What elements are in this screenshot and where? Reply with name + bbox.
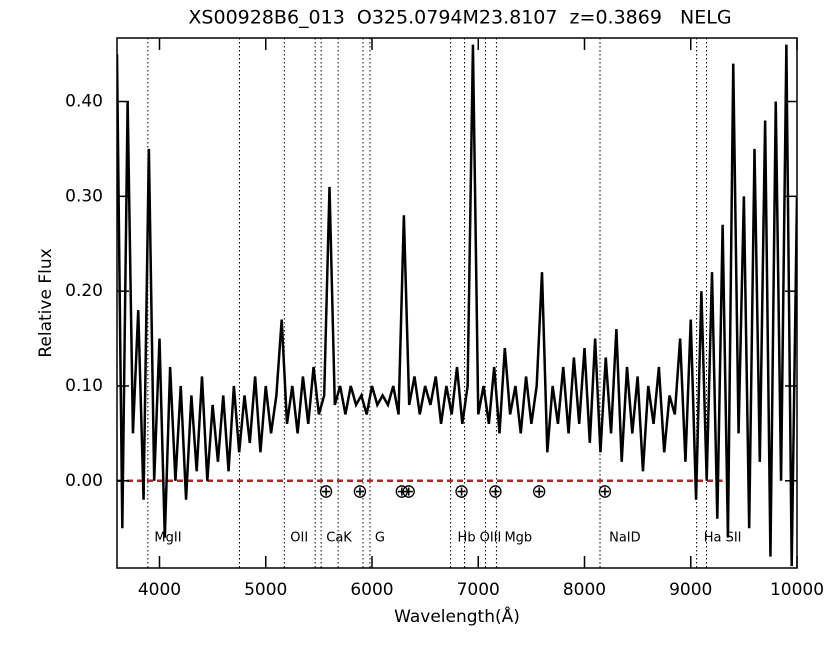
telluric-marker: ⊕ xyxy=(394,481,410,503)
line-label: G xyxy=(375,531,385,546)
y-tick-label: 0.10 xyxy=(65,376,103,396)
telluric-marker: ⊕ xyxy=(318,481,334,503)
y-tick-label: 0.00 xyxy=(65,471,103,491)
telluric-marker: ⊕ xyxy=(597,481,613,503)
plot-frame xyxy=(116,37,798,569)
telluric-marker: ⊕ xyxy=(488,481,504,503)
line-label: MgII xyxy=(154,531,181,546)
x-tick-label: 7000 xyxy=(457,580,500,600)
y-tick-label: 0.40 xyxy=(65,92,103,112)
line-label: Mgb xyxy=(504,531,532,546)
line-label: NaID xyxy=(609,531,641,546)
y-tick-label: 0.30 xyxy=(65,186,103,206)
spectrum-line xyxy=(117,44,797,567)
x-tick-label: 9000 xyxy=(669,580,712,600)
x-axis-label: Wavelength(Å) xyxy=(394,605,520,627)
line-label: OII xyxy=(290,531,308,546)
plot-area xyxy=(117,38,797,568)
chart-title: XS00928B6_013 O325.0794M23.8107 z=0.3869… xyxy=(188,7,731,29)
telluric-marker: ⊕ xyxy=(454,481,470,503)
x-tick-label: 8000 xyxy=(563,580,606,600)
telluric-marker: ⊕ xyxy=(352,481,368,503)
x-tick-label: 5000 xyxy=(244,580,287,600)
y-axis-label: Relative Flux xyxy=(36,248,56,357)
telluric-marker: ⊕ xyxy=(401,481,417,503)
line-label: CaK xyxy=(326,531,352,546)
x-tick-label: 6000 xyxy=(350,580,393,600)
line-label: Hb xyxy=(458,531,476,546)
line-label: Ha SII xyxy=(704,531,742,546)
x-tick-label: 4000 xyxy=(138,580,181,600)
line-label: OIII xyxy=(480,531,502,546)
x-tick-label: 10000 xyxy=(770,580,824,600)
y-tick-label: 0.20 xyxy=(65,281,103,301)
telluric-marker: ⊕ xyxy=(531,481,547,503)
